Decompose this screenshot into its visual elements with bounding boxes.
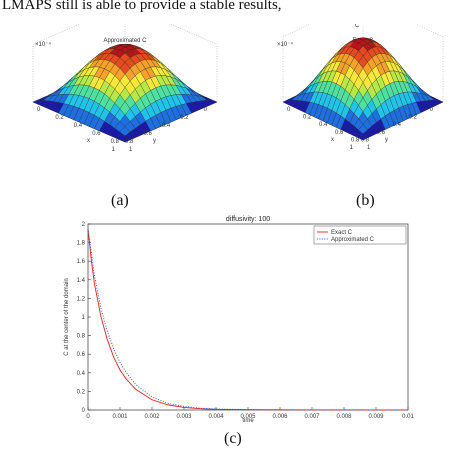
surface-x-tick: 0.4 [319,122,328,128]
x-tick-label: 0.008 [336,414,352,420]
y-tick-label: 1 [82,315,86,321]
surface-cell [358,133,368,141]
x-tick-label: 0.006 [272,414,288,420]
y-tick-label: 0 [82,408,86,414]
surface-plot-b: Exact C ×10⁻⁴ 00.20.40.60.8100.20.40.60.… [255,0,470,194]
surface-y-tick: 0.2 [409,115,418,121]
surface-x-tick: 1 [129,147,133,153]
y-tick-label: 1.8 [77,241,86,247]
y-tick-label: 0.2 [77,389,86,395]
x-tick-label: 0.004 [208,414,224,420]
x-tick-label: 0.005 [240,414,256,420]
surface-a-title: Approximated C [103,38,147,44]
x-tick-label: 0.007 [304,414,320,420]
surface-x-tick: 0.6 [92,131,101,137]
surface-y-tick: 0 [204,107,208,113]
x-tick-label: 0.001 [112,414,128,420]
x-tick-label: 0.01 [402,414,414,420]
panel-label-a: (a) [111,192,129,209]
y-tick-label: 1.2 [77,296,86,302]
surface-mesh [32,44,218,143]
surface-x-label: x [87,138,90,144]
surface-x-tick: 0.6 [335,130,344,136]
surface-plot-a: Approximated C ×10⁻⁴ 0 0.2 0.4 0.6 0.8 1 0 0.2 0… [15,4,230,194]
x-tick-label: 0 [86,414,90,420]
surface-x-tick: 0.2 [303,115,312,121]
y-tick-label: 0.8 [77,334,86,340]
surface-x-tick: 0 [287,107,291,113]
series-line-1 [87,228,409,411]
legend-entry: Approximated C [331,237,375,243]
legend-box [313,225,407,245]
surface-b-svg: Exact C ×10⁻⁴ 00.20.40.60.8100.20.40.60.… [277,0,444,151]
surface-y-tick: 0.4 [162,123,171,129]
surface-x-tick: 1 [367,145,371,151]
x-tick-label: 0.009 [368,414,384,420]
surface-cell [119,135,131,143]
surface-x-tick: 0.8 [351,137,360,143]
document-top-line: LMAPS still is able to provide a stable … [2,0,282,13]
panel-label-c: (c) [224,430,242,447]
surface-a-zscale: ×10⁻⁴ [35,41,51,48]
panel-label-b: (b) [356,192,375,209]
chart-title: diffusivity: 100 [226,216,270,223]
line-chart-c: diffusivity: 100 0 0.001 0.002 0.003 0.004 0.0… [58,212,438,424]
surface-y-tick: 1 [350,145,354,151]
surface-y-tick: 1 [112,147,116,153]
y-tick-label: 0.4 [77,371,86,377]
y-tick-label: 2 [82,222,86,228]
surface-a-svg: Approximated C ×10⁻⁴ 0 0.2 0.4 0.6 0.8 1 0 0.2 0… [32,4,218,153]
surface-y-tick: 0.6 [143,131,152,137]
chart-c-svg: diffusivity: 100 0 0.001 0.002 0.003 0.004 0.0… [64,216,414,424]
y-tick-label: 1.4 [77,278,86,284]
series-line-2 [87,228,409,411]
x-tick-label: 0.003 [176,414,192,420]
surface-z-label: C [355,24,360,29]
surface-b-zscale: ×10⁻⁴ [277,41,293,48]
surface-y-tick: 0.8 [125,139,134,145]
surface-y-label: y [153,138,156,144]
surface-x-label: x [331,137,334,143]
y-axis-label: C at the center of the domain [64,278,70,355]
surface-y-tick: 0.6 [377,130,386,136]
surface-y-tick: 0.2 [180,115,189,121]
surface-y-tick: 0 [430,107,434,113]
surface-mesh [282,37,444,141]
legend-entry: Exact C [331,230,353,236]
surface-x-tick: 0.8 [111,139,120,145]
x-tick-label: 0.002 [144,414,160,420]
surface-x-tick: 0.4 [74,123,83,129]
surface-y-tick: 0.8 [361,137,370,143]
surface-y-label: y [385,137,388,143]
y-tick-label: 1.6 [77,259,86,265]
surface-y-tick: 0.4 [393,122,402,128]
surface-x-tick: 0.2 [55,115,64,121]
plot-area [87,223,409,411]
y-tick-label: 0.6 [77,352,86,358]
x-axis-label: time [242,418,254,422]
surface-x-tick: 0 [37,107,41,113]
